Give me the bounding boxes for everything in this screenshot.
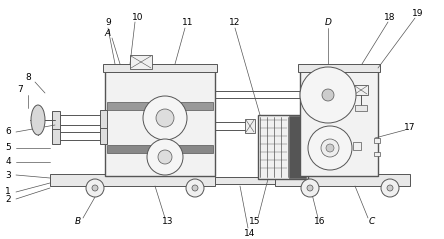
Text: 4: 4 [5,158,11,167]
Circle shape [186,179,204,197]
Circle shape [143,96,187,140]
Text: 12: 12 [229,17,241,27]
Circle shape [156,109,174,127]
Text: 14: 14 [244,228,256,238]
Text: 17: 17 [404,124,416,132]
Bar [100,110,107,130]
Bar [245,119,255,133]
Circle shape [326,144,334,152]
Circle shape [300,67,356,123]
Bar [355,105,367,111]
Circle shape [322,89,334,101]
Bar [100,128,107,144]
Circle shape [381,179,399,197]
Text: 1: 1 [5,188,11,196]
Bar [103,64,217,72]
Bar [353,142,361,150]
Bar [300,68,378,176]
Bar [215,177,275,184]
Text: D: D [325,17,331,27]
Text: 2: 2 [5,195,11,203]
Bar [354,85,368,95]
Bar [298,64,380,72]
Bar [275,174,410,186]
Bar [374,152,380,156]
Text: 19: 19 [412,9,424,17]
Ellipse shape [31,105,45,135]
Text: 7: 7 [17,86,23,94]
Circle shape [92,185,98,191]
Text: 10: 10 [132,12,144,22]
Bar [107,145,213,153]
Circle shape [321,139,339,157]
Text: 6: 6 [5,127,11,136]
Text: 16: 16 [314,217,326,227]
Bar [258,115,308,179]
Bar [130,55,152,69]
Text: A: A [105,28,111,38]
Circle shape [158,150,172,164]
Text: 11: 11 [182,17,194,27]
Bar [374,138,380,143]
Bar [50,174,215,186]
Text: 13: 13 [162,217,174,227]
Text: 15: 15 [249,217,261,227]
Circle shape [147,139,183,175]
Circle shape [387,185,393,191]
Circle shape [308,126,352,170]
Circle shape [301,179,319,197]
Text: B: B [75,217,81,227]
Circle shape [192,185,198,191]
Text: 8: 8 [25,74,31,82]
Text: 9: 9 [105,17,111,27]
Bar [105,68,215,176]
Text: 3: 3 [5,170,11,179]
Circle shape [307,185,313,191]
Bar [52,111,60,129]
Text: C: C [369,217,375,227]
Circle shape [86,179,104,197]
Bar [52,129,60,144]
Text: 5: 5 [5,143,11,152]
Bar [289,116,306,178]
Bar [107,102,213,110]
Text: 18: 18 [384,12,396,22]
